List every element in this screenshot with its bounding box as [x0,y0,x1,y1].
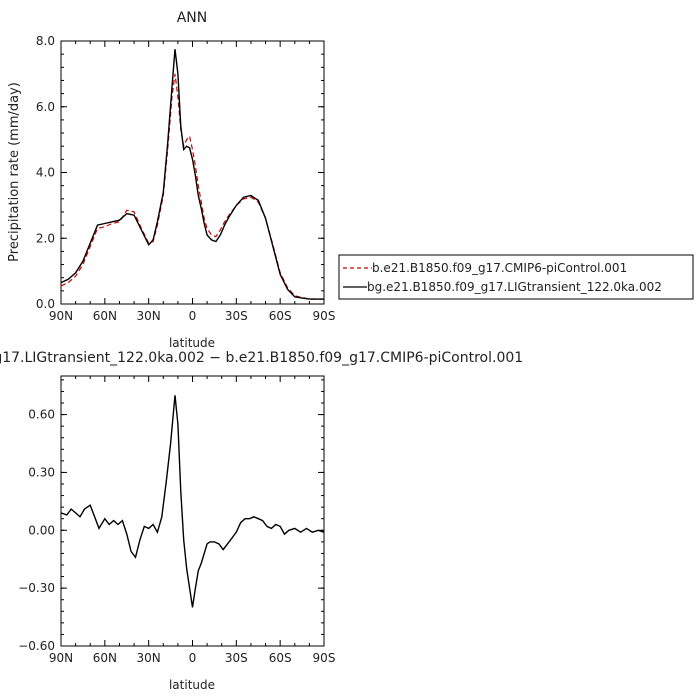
top-xtick-label: 90N [49,309,73,323]
bottom-axes: 90N 60N 30N 0 30S 60S 90S −0.60 −0.30 0.00 0.30 0.6… [18,376,335,665]
bottom-xtick-label: 60S [269,651,292,665]
top-ytick-label: 6.0 [36,100,55,114]
top-xtick-label: 0 [189,309,197,323]
bottom-xtick-label: 90N [49,651,73,665]
bottom-xtick-label: 30N [137,651,161,665]
bottom-xlabel: latitude [169,678,215,692]
top-xtick-label: 30S [225,309,248,323]
top-series-line-0 [60,73,324,300]
top-xtick-label: 30N [137,309,161,323]
top-ytick-label: 8.0 [36,34,55,48]
bottom-panel: bg.e21.B1850.f09_g17.LIGtransient_122.0k… [0,350,523,692]
legend-label-control: b.e21.B1850.f09_g17.CMIP6-piControl.001 [372,261,627,275]
bottom-ytick-label: 0.30 [28,465,55,479]
top-series-line-1 [60,49,324,300]
top-axes: 90N 60N 30N 0 30S 60S 90S 0.0 2.0 4.0 6.0 8.0 [36,34,336,323]
legend-label-lig: bg.e21.B1850.f09_g17.LIGtransient_122.0k… [367,280,662,294]
top-ytick-label: 4.0 [36,166,55,180]
legend-box [338,254,694,300]
top-xlabel: latitude [169,336,215,350]
top-title: ANN [177,10,208,26]
legend: b.e21.B1850.f09_g17.CMIP6-piControl.001 … [338,254,694,300]
top-series [60,49,324,300]
top-xtick-label: 60N [93,309,117,323]
bottom-ytick-label: −0.60 [18,639,55,653]
bottom-series-line-0 [60,395,325,608]
bottom-title: bg.e21.B1850.f09_g17.LIGtransient_122.0k… [0,350,523,366]
bottom-xtick-label: 30S [225,651,248,665]
top-panel: ANN 90N 60N 30N 0 30S 60S 90S 0.0 2.0 4.0 6.0 8.0 P… [7,10,335,350]
bottom-series [60,395,325,608]
bottom-ytick-label: −0.30 [18,581,55,595]
bottom-ytick-label: 0.00 [28,523,55,537]
top-ylabel: Precipitation rate (mm/day) [7,82,22,262]
bottom-xtick-label: 60N [93,651,117,665]
top-ytick-label: 0.0 [36,297,55,311]
bottom-xtick-label: 0 [189,651,197,665]
top-plot-frame [60,40,325,305]
top-xtick-label: 90S [313,309,336,323]
top-ytick-label: 2.0 [36,231,55,245]
bottom-ytick-label: 0.60 [28,408,55,422]
bottom-xtick-label: 90S [313,651,336,665]
top-xtick-label: 60S [269,309,292,323]
